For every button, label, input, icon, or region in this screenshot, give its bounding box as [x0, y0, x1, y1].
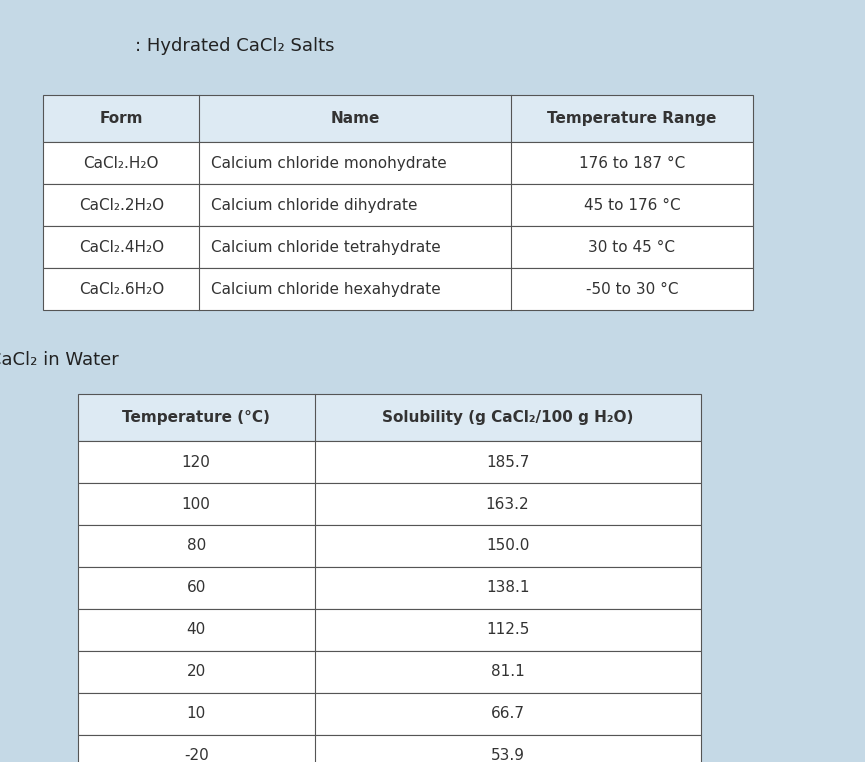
Bar	[78, 394, 701, 441]
Text: 40: 40	[187, 623, 206, 637]
Text: : Hydrated CaCl₂ Salts: : Hydrated CaCl₂ Salts	[135, 37, 335, 55]
Text: CaCl₂.6H₂O: CaCl₂.6H₂O	[79, 282, 163, 296]
Text: Temperature Range: Temperature Range	[548, 111, 717, 126]
Text: Temperature (°C): Temperature (°C)	[122, 410, 270, 425]
Bar	[78, 609, 701, 651]
Text: CaCl₂.2H₂O: CaCl₂.2H₂O	[79, 198, 163, 213]
Text: Calcium chloride hexahydrate: Calcium chloride hexahydrate	[210, 282, 440, 296]
Text: 120: 120	[182, 455, 210, 469]
Bar	[78, 651, 701, 693]
Text: Form: Form	[99, 111, 143, 126]
Bar	[78, 483, 701, 525]
Text: 150.0: 150.0	[486, 539, 529, 553]
Text: 66.7: 66.7	[490, 706, 524, 721]
Text: -50 to 30 °C: -50 to 30 °C	[586, 282, 678, 296]
Bar	[43, 95, 753, 142]
Text: 53.9: 53.9	[490, 748, 524, 762]
Bar	[43, 268, 753, 310]
Text: 20: 20	[187, 664, 206, 679]
Text: 30 to 45 °C: 30 to 45 °C	[588, 240, 676, 255]
Bar	[43, 142, 753, 184]
Text: Calcium chloride dihydrate: Calcium chloride dihydrate	[210, 198, 417, 213]
Text: Calcium chloride monohydrate: Calcium chloride monohydrate	[210, 156, 446, 171]
Text: 176 to 187 °C: 176 to 187 °C	[579, 156, 685, 171]
Text: CaCl₂.H₂O: CaCl₂.H₂O	[84, 156, 159, 171]
Text: 163.2: 163.2	[486, 497, 529, 511]
Bar	[78, 735, 701, 762]
Text: : Solubility Data of CaCl₂ in Water: : Solubility Data of CaCl₂ in Water	[0, 351, 119, 369]
Text: Calcium chloride tetrahydrate: Calcium chloride tetrahydrate	[210, 240, 440, 255]
Bar	[78, 567, 701, 609]
Text: 81.1: 81.1	[490, 664, 524, 679]
Text: Solubility (g CaCl₂/100 g H₂O): Solubility (g CaCl₂/100 g H₂O)	[381, 410, 633, 425]
Bar	[78, 693, 701, 735]
Text: 45 to 176 °C: 45 to 176 °C	[584, 198, 680, 213]
Text: 100: 100	[182, 497, 210, 511]
Bar	[43, 184, 753, 226]
Text: 10: 10	[187, 706, 206, 721]
Text: CaCl₂.4H₂O: CaCl₂.4H₂O	[79, 240, 163, 255]
Text: 138.1: 138.1	[486, 581, 529, 595]
Text: 60: 60	[187, 581, 206, 595]
Text: Name: Name	[330, 111, 380, 126]
Bar	[78, 441, 701, 483]
Bar	[78, 525, 701, 567]
Text: 112.5: 112.5	[486, 623, 529, 637]
Text: 185.7: 185.7	[486, 455, 529, 469]
Text: -20: -20	[183, 748, 208, 762]
Text: 80: 80	[187, 539, 206, 553]
Bar	[43, 226, 753, 268]
